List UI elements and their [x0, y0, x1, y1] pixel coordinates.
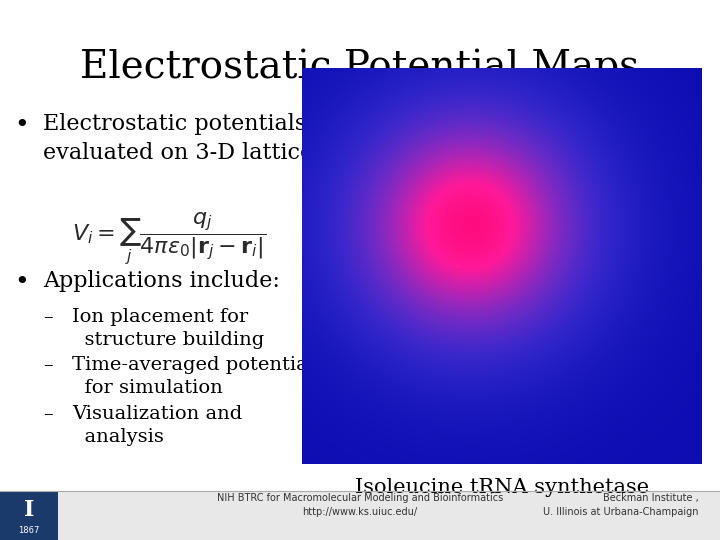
Text: –: –	[43, 356, 53, 374]
Text: Time-averaged potentials
  for simulation: Time-averaged potentials for simulation	[72, 356, 324, 397]
Text: Isoleucine tRNA synthetase: Isoleucine tRNA synthetase	[355, 478, 649, 497]
Text: 1867: 1867	[18, 526, 40, 535]
Text: –: –	[43, 308, 53, 326]
Text: Electrostatic Potential Maps: Electrostatic Potential Maps	[81, 49, 639, 86]
Text: I: I	[24, 500, 34, 521]
Text: Applications include:: Applications include:	[43, 270, 280, 292]
Bar	[0, 491, 720, 540]
Text: Beckman Institute ,
U. Illinois at Urbana-Champaign: Beckman Institute , U. Illinois at Urban…	[543, 493, 698, 517]
Text: •: •	[14, 113, 29, 137]
Text: –: –	[43, 405, 53, 423]
Text: $V_i = \sum_j \dfrac{q_j}{4\pi\epsilon_0|\mathbf{r}_j - \mathbf{r}_i|}$: $V_i = \sum_j \dfrac{q_j}{4\pi\epsilon_0…	[72, 211, 266, 267]
Text: Ion placement for
  structure building: Ion placement for structure building	[72, 308, 264, 349]
Text: NIH BTRC for Macromolecular Modeling and Bioinformatics
http://www.ks.uiuc.edu/: NIH BTRC for Macromolecular Modeling and…	[217, 493, 503, 517]
Bar	[0, 491, 58, 540]
Text: •: •	[14, 270, 29, 294]
Text: Electrostatic potentials
evaluated on 3-D lattice:: Electrostatic potentials evaluated on 3-…	[43, 113, 321, 164]
Text: Visualization and
  analysis: Visualization and analysis	[72, 405, 242, 446]
